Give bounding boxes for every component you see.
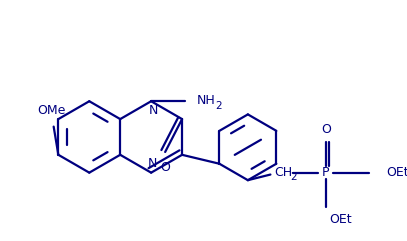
Text: N: N	[147, 157, 157, 170]
Text: OEt: OEt	[386, 166, 407, 179]
Text: O: O	[160, 161, 170, 174]
Text: OMe: OMe	[37, 104, 66, 117]
Text: 2: 2	[290, 172, 297, 182]
Text: O: O	[321, 123, 331, 136]
Text: OEt: OEt	[330, 213, 352, 226]
Text: NH: NH	[196, 94, 215, 107]
Text: CH: CH	[274, 166, 292, 179]
Text: 2: 2	[215, 101, 222, 111]
Text: P: P	[322, 166, 330, 179]
Text: N: N	[148, 104, 158, 117]
